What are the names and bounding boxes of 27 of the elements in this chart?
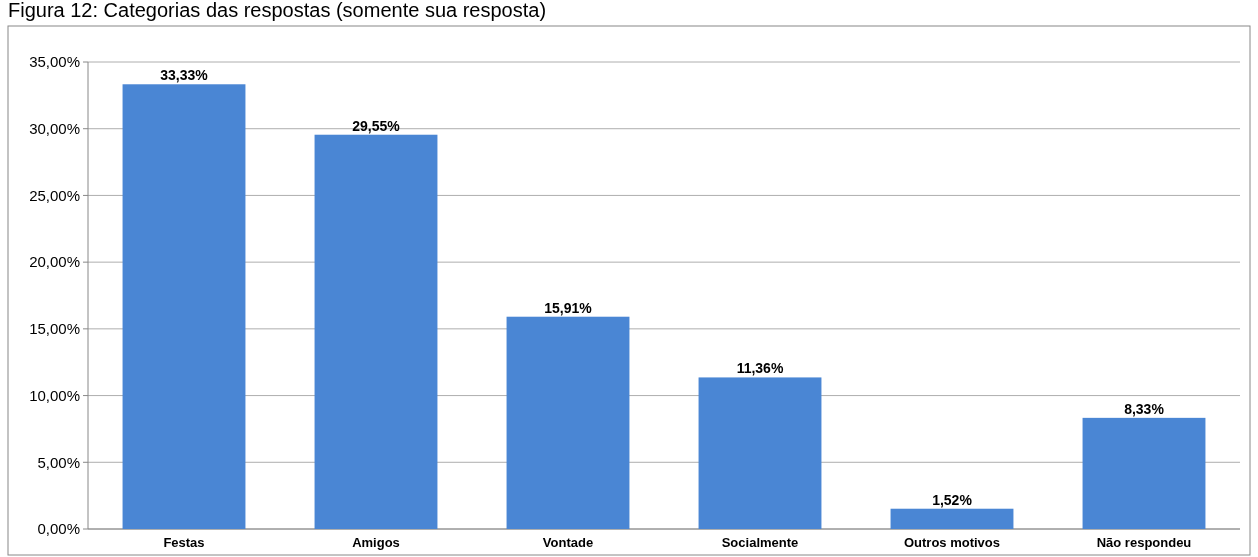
x-tick-label: Amigos [352,535,400,550]
x-tick-label: Outros motivos [903,535,1001,550]
data-label: 11,36% [736,360,784,377]
x-tick-label: Vontade [542,535,594,550]
data-label: 1,52% [932,491,973,508]
x-tick-label: Socialmente [721,535,799,550]
bar [122,84,246,529]
y-tick-label: 15,00% [29,320,80,338]
bar [698,377,822,529]
data-label: 15,91% [544,299,593,316]
y-tick-label: 25,00% [29,186,80,204]
data-label: 33,33% [160,67,209,84]
x-tick-label: Festas [163,535,205,550]
chart-title: Figura 12: Categorias das respostas (somente sua resposta) [8,0,547,21]
y-tick-label: 35,00% [29,53,80,71]
bar [1082,417,1206,529]
y-tick-label: 10,00% [29,386,80,404]
y-tick-label: 0,00% [37,520,80,538]
bar [890,508,1014,529]
bar [314,134,438,529]
bar [506,316,630,529]
y-tick-label: 20,00% [29,253,80,271]
y-tick-label: 5,00% [37,453,80,471]
data-label: 8,33% [1124,400,1165,417]
data-label: 29,55% [352,117,401,134]
y-tick-label: 30,00% [29,119,80,137]
x-tick-label: Não respondeu [1096,535,1192,550]
